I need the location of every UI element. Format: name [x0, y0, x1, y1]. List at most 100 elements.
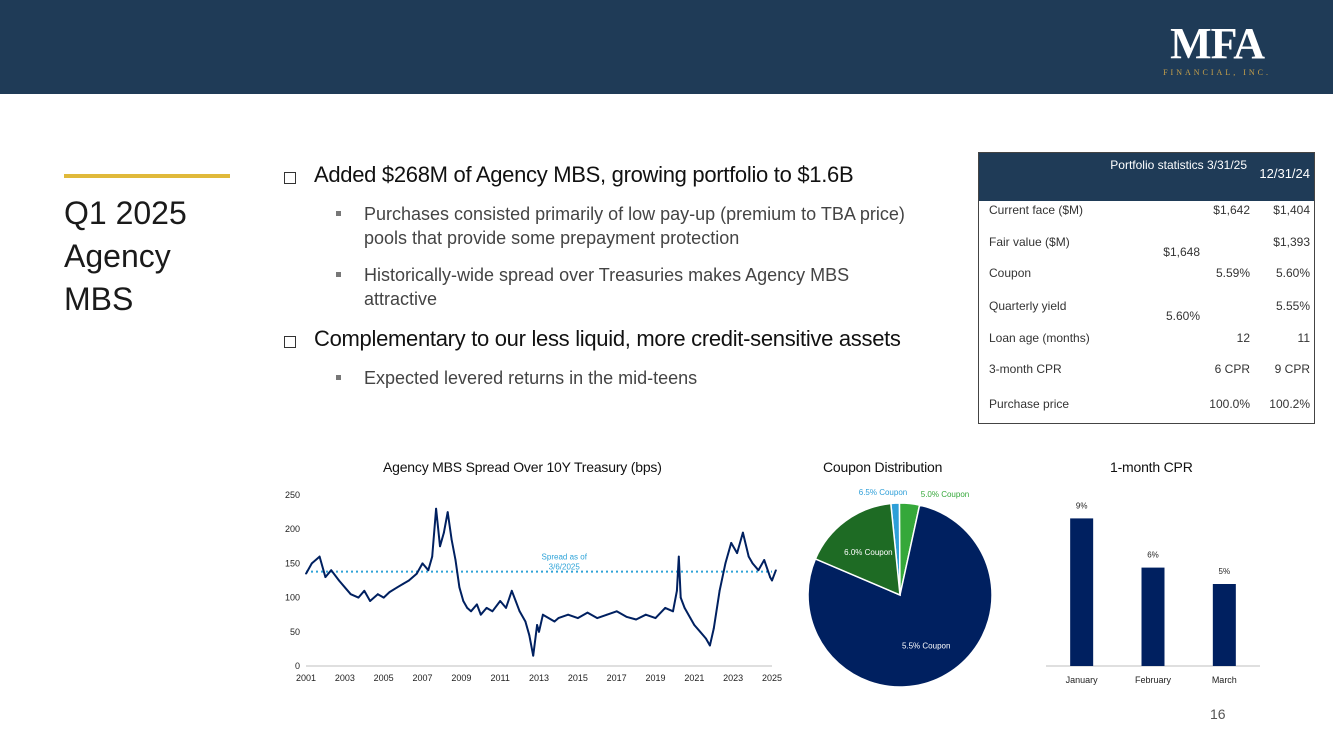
logo-mark: MFA [1170, 19, 1265, 68]
coupon-chart-title: Coupon Distribution [823, 459, 943, 475]
spread-series-line [305, 507, 777, 657]
spread-data-point [644, 613, 647, 616]
spread-data-point [343, 586, 346, 589]
spread-data-point [485, 606, 488, 609]
spread-data-point [635, 618, 637, 621]
bullet-sub-text: Expected levered returns in the mid-teen… [364, 368, 698, 388]
stats-label: Quarterly yield [989, 299, 1067, 313]
portfolio-stats-table: Portfolio statistics 3/31/25 12/31/24 Cu… [978, 152, 1315, 424]
logo-subtext: FINANCIAL, INC. [1163, 68, 1271, 77]
spread-data-point [532, 654, 535, 657]
stats-header: Portfolio statistics 3/31/25 12/31/24 [979, 153, 1314, 201]
spread-data-point [664, 606, 667, 609]
spread-data-point [396, 586, 399, 589]
spread-data-point [679, 596, 682, 599]
spread-data-point [769, 576, 771, 578]
spread-data-point [677, 555, 680, 558]
x-tick-label: 2017 [607, 673, 627, 683]
spread-data-point [774, 569, 777, 572]
spread-data-point [514, 600, 517, 602]
x-tick-label: 2023 [723, 673, 743, 683]
spread-data-point [431, 555, 434, 558]
spread-data-point [475, 603, 478, 606]
x-tick-label: 2005 [374, 673, 394, 683]
stats-label: Current face ($M) [989, 203, 1084, 217]
y-tick-label: 250 [285, 490, 300, 500]
x-tick-label: 2007 [412, 673, 432, 683]
y-tick-label: 0 [295, 661, 300, 671]
spread-chart-title: Agency MBS Spread Over 10Y Treasury (bps… [383, 459, 662, 475]
spread-data-point [510, 589, 513, 592]
spread-data-point [675, 589, 678, 592]
spread-data-point [491, 610, 494, 613]
x-tick-label: 2001 [296, 673, 316, 683]
spread-data-point [382, 596, 385, 599]
x-tick-label: 2003 [335, 673, 355, 683]
coupon-pie-chart: 5.5% Coupon 6.0% Coupon 6.5% Coupon 5.0% Co… [807, 488, 993, 688]
stats-value-current: 12 [1236, 331, 1250, 345]
bar-data-label: 6% [1147, 551, 1159, 560]
title-accent-rule [64, 174, 230, 178]
spread-data-point [718, 589, 721, 592]
square-bullet-icon [336, 211, 341, 216]
bullet-main: Complementary to our less liquid, more c… [284, 324, 964, 354]
bullet-sub: Historically-wide spread over Treasuries… [284, 263, 964, 311]
spread-data-point [324, 576, 327, 578]
spread-data-point [402, 583, 404, 585]
stats-row: Loan age (months) 12 11 [989, 331, 1310, 351]
spread-data-point [606, 613, 608, 616]
stats-value-prior: 5.60% [1275, 266, 1310, 280]
spread-data-point [357, 596, 360, 599]
stats-value-current: 5.59% [1215, 266, 1250, 280]
stats-value-prior: 11 [1297, 331, 1310, 345]
bar-data-label: 9% [1076, 501, 1088, 510]
y-tick-label: 150 [285, 558, 300, 568]
spread-data-point [538, 630, 540, 633]
bullet-sub: Expected levered returns in the mid-teen… [284, 366, 964, 390]
spread-data-point [376, 593, 379, 596]
cpr-chart-title: 1-month CPR [1110, 459, 1193, 475]
spread-data-point [615, 610, 618, 613]
spread-data-point [541, 613, 544, 616]
spread-data-point [689, 617, 692, 620]
spread-data-point [458, 586, 461, 589]
y-tick-label: 100 [285, 593, 300, 603]
x-tick-label: March [1212, 675, 1237, 685]
spread-data-point [672, 610, 674, 613]
cpr-bar-chart: 9% January 6% February 5% March [1046, 501, 1260, 685]
x-tick-label: 2011 [490, 673, 509, 683]
stats-value-prior: $1,393 [1273, 235, 1310, 249]
stats-label: Purchase price [989, 397, 1070, 411]
page-number: 16 [1210, 706, 1226, 722]
spread-data-point [349, 593, 352, 596]
spread-line-chart: 0 50 100 150 200 250 2001 2003 2005 2007 2009 2011 2… [285, 490, 782, 683]
header-bar: MFA FINANCIAL, INC. [0, 0, 1333, 94]
checkbox-bullet-icon [284, 336, 296, 348]
spread-data-point [771, 579, 773, 582]
spread-data-point [654, 617, 657, 620]
stats-row: 3-month CPR 6 CPR 9 CPR [989, 362, 1310, 382]
spread-data-point [524, 620, 527, 623]
spread-data-point [466, 606, 469, 609]
spread-data-point [408, 579, 410, 582]
spread-data-point [470, 610, 472, 613]
stats-row: Coupon 5.59% 5.60% [989, 266, 1310, 286]
spread-data-point [763, 559, 766, 561]
spread-data-point [388, 591, 391, 594]
spread-data-point [442, 531, 445, 534]
stats-label: Loan age (months) [989, 331, 1090, 345]
spread-data-point [421, 562, 424, 565]
spread-data-point [536, 624, 538, 626]
spread-data-point [683, 606, 686, 609]
stats-value-prior: 5.55% [1275, 299, 1310, 313]
spread-data-point [518, 610, 521, 613]
spread-data-point [318, 555, 321, 558]
stats-value-prior: 9 CPR [1274, 362, 1310, 376]
bullet-main: Added $268M of Agency MBS, growing portf… [284, 160, 964, 190]
bullet-list: Added $268M of Agency MBS, growing portf… [284, 160, 964, 403]
spread-data-point [699, 630, 702, 633]
spread-data-point [567, 613, 570, 616]
spread-data-point [557, 617, 560, 620]
stats-value-current: $1,642 [1213, 203, 1250, 217]
bar [1212, 584, 1236, 666]
